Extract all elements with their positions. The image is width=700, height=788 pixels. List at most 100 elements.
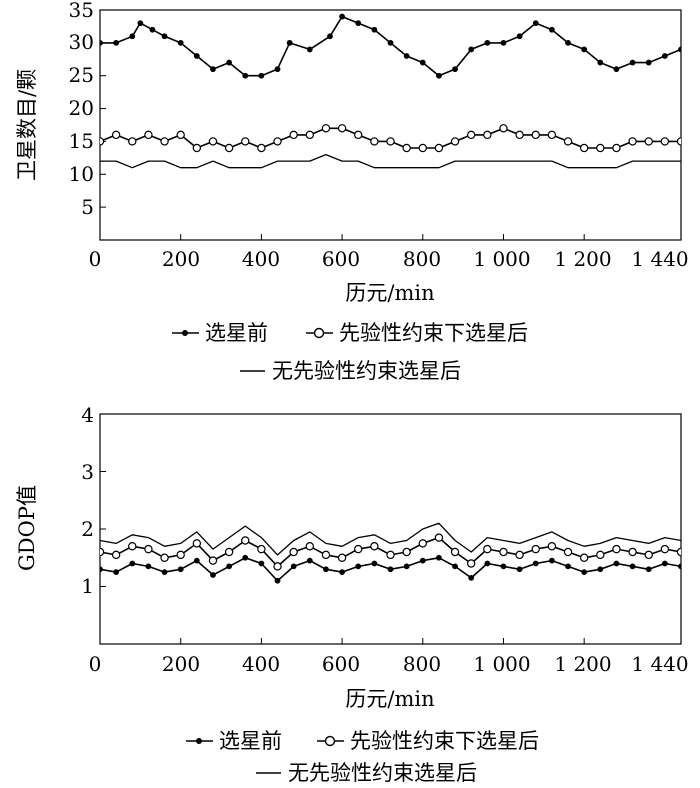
data-point	[177, 566, 184, 573]
data-point	[128, 137, 137, 146]
data-point	[660, 137, 670, 146]
legend: 选星前 先验性约束下选星后 无先验性约束选星后	[186, 729, 539, 785]
data-point	[387, 566, 394, 573]
data-point	[499, 124, 508, 133]
data-point	[468, 46, 475, 53]
data-point	[581, 569, 588, 576]
data-point	[100, 547, 105, 557]
data-point	[289, 547, 298, 557]
x-tick-label: 0	[89, 247, 102, 271]
legend-item: 先验性约束下选星后	[317, 729, 539, 753]
data-point	[596, 550, 605, 560]
x-tick-label: 200	[162, 652, 200, 676]
legend: 选星前 先验性约束下选星后 无先验性约束选星后	[172, 321, 528, 383]
data-point	[563, 137, 573, 146]
data-point	[274, 66, 281, 73]
data-point	[597, 59, 604, 66]
data-point	[355, 20, 362, 27]
data-point	[403, 563, 410, 570]
satellite-count-chart: 0 200 400 600 800 1 000 1 200 1 440 5 10…	[15, 0, 689, 383]
data-point	[678, 563, 681, 570]
data-point	[515, 130, 524, 140]
data-point	[676, 137, 681, 146]
data-point	[452, 66, 458, 73]
data-point	[547, 542, 557, 551]
y-tick-label: 15	[69, 129, 94, 153]
data-point	[548, 557, 555, 564]
data-point	[386, 550, 395, 560]
data-point	[613, 560, 620, 567]
data-point	[111, 130, 121, 140]
legend-item: 先验性约束下选星后	[306, 321, 528, 345]
data-point	[192, 539, 202, 548]
data-point	[371, 560, 378, 567]
data-point	[160, 553, 169, 562]
data-point	[208, 137, 218, 146]
x-tick-label: 1 440	[631, 652, 688, 676]
data-point	[257, 544, 266, 554]
data-point	[144, 544, 153, 554]
data-point	[515, 550, 524, 560]
data-point	[100, 566, 103, 573]
data-point	[192, 143, 202, 153]
data-point	[193, 557, 200, 564]
x-tick-label: 400	[242, 652, 280, 676]
series-line	[100, 522, 681, 556]
data-point	[327, 33, 333, 40]
y-tick-label: 20	[69, 96, 94, 120]
plot-frame	[99, 9, 682, 241]
legend-label: 先验性约束下选星后	[350, 729, 539, 753]
data-point	[145, 563, 152, 570]
data-point	[418, 539, 427, 548]
data-point	[434, 533, 444, 542]
x-tick-labels: 0 200 400 600 800 1 000 1 200 1 440	[89, 652, 689, 676]
data-point	[661, 560, 668, 567]
data-point	[629, 59, 636, 66]
data-point	[339, 13, 345, 20]
data-point	[370, 137, 379, 146]
data-point	[242, 72, 249, 79]
data-point	[226, 563, 233, 570]
data-point	[419, 59, 426, 66]
data-point	[644, 137, 653, 146]
data-point	[402, 143, 411, 153]
x-tick-label: 1 200	[554, 247, 611, 271]
legend-swatch-marker	[182, 330, 188, 336]
data-point	[613, 66, 620, 73]
data-point	[337, 124, 347, 133]
data-point	[500, 563, 507, 570]
data-point	[612, 143, 621, 153]
series-line	[100, 153, 681, 169]
legend-swatch-marker	[196, 738, 202, 744]
legend-item: 选星前	[172, 321, 268, 345]
legend-label: 无先验性约束选星后	[288, 761, 477, 785]
data-point	[306, 557, 313, 564]
data-point	[242, 554, 249, 561]
data-point	[419, 557, 426, 564]
data-point	[355, 563, 362, 570]
legend-swatch-marker	[324, 735, 336, 747]
data-point	[210, 66, 216, 73]
data-point	[563, 547, 573, 557]
data-point	[354, 544, 363, 554]
y-tick-label: 4	[81, 403, 94, 427]
data-point	[403, 53, 410, 59]
data-point	[644, 550, 653, 560]
x-tick-label: 1 000	[473, 652, 530, 676]
data-point	[160, 137, 169, 146]
data-point	[418, 143, 427, 153]
data-point	[452, 563, 458, 570]
data-point	[137, 20, 144, 27]
data-point	[161, 33, 168, 40]
data-point	[305, 130, 315, 140]
legend-item: 无先验性约束选星后	[240, 359, 461, 383]
data-point	[149, 26, 156, 33]
data-point	[516, 33, 523, 40]
data-point	[128, 542, 137, 551]
legend-label: 先验性约束下选星后	[339, 321, 528, 345]
data-point	[241, 536, 250, 545]
y-tick-label: 35	[69, 0, 94, 22]
data-point	[273, 137, 282, 146]
y-tick-label: 30	[69, 30, 94, 54]
data-point	[176, 130, 185, 140]
